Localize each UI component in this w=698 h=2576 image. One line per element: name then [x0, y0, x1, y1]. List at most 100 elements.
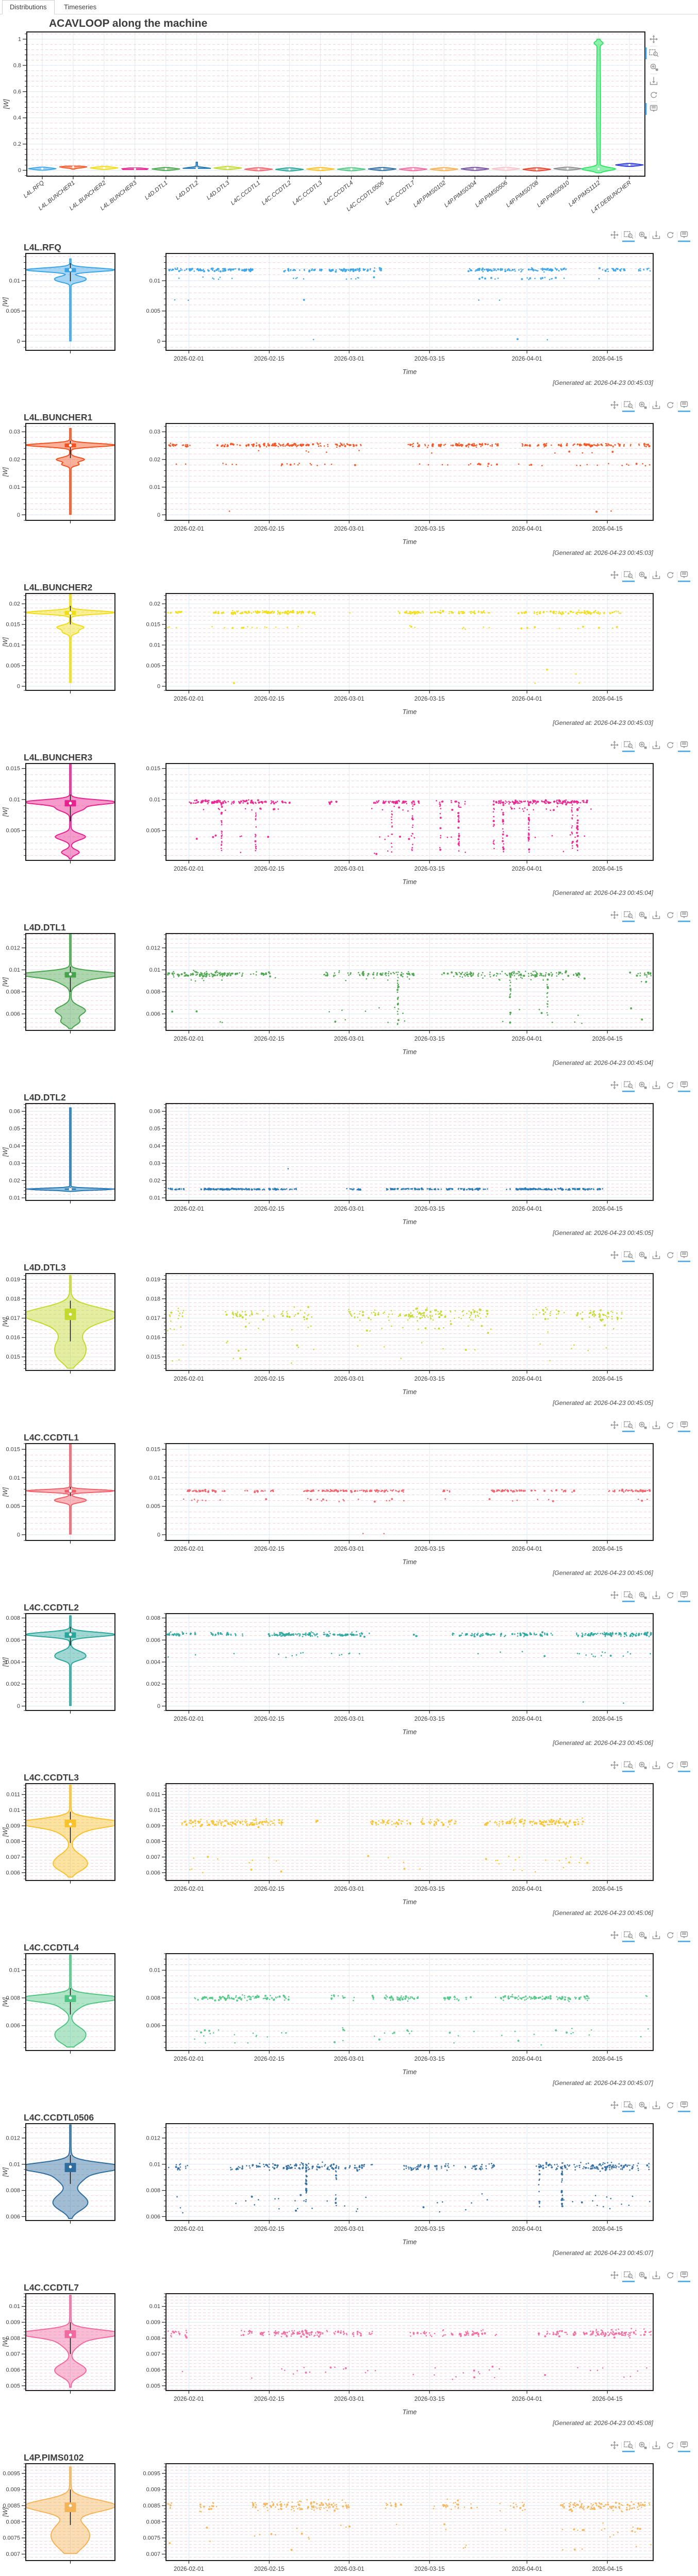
reset-icon[interactable] [667, 1762, 674, 1769]
save-icon[interactable] [652, 1931, 660, 1939]
save-icon[interactable] [652, 1591, 660, 1599]
pan-icon[interactable] [650, 35, 658, 43]
plot-frame[interactable] [165, 2463, 654, 2561]
save-icon[interactable] [652, 231, 660, 239]
plot-frame[interactable] [25, 593, 115, 691]
wheel-zoom-icon[interactable] [639, 571, 647, 579]
violin-shape[interactable] [26, 428, 115, 515]
box-zoom-icon[interactable] [624, 2101, 634, 2109]
plot-frame[interactable] [25, 1273, 115, 1371]
box-zoom-icon[interactable] [624, 741, 634, 749]
plot-frame[interactable] [165, 2123, 654, 2221]
reset-icon[interactable] [667, 2272, 674, 2279]
hover-icon[interactable] [680, 1591, 688, 1599]
plot-frame[interactable] [165, 253, 654, 351]
pan-icon[interactable] [610, 1761, 619, 1769]
save-icon[interactable] [652, 911, 660, 919]
save-icon[interactable] [652, 1761, 660, 1769]
reset-icon[interactable] [667, 1252, 674, 1259]
pan-icon[interactable] [610, 231, 619, 239]
pan-icon[interactable] [610, 571, 619, 579]
plot-frame[interactable] [165, 1103, 654, 1201]
save-icon[interactable] [650, 77, 658, 85]
plot-frame[interactable] [165, 593, 654, 691]
plot-frame[interactable] [25, 423, 115, 521]
box-zoom-icon[interactable] [624, 2271, 634, 2279]
plot-frame[interactable] [165, 423, 654, 521]
violin-shape[interactable] [26, 1615, 115, 1706]
reset-icon[interactable] [667, 402, 674, 409]
wheel-zoom-icon[interactable] [639, 741, 647, 749]
save-icon[interactable] [652, 2441, 660, 2449]
plot-frame[interactable] [25, 2463, 115, 2561]
wheel-zoom-icon[interactable] [639, 401, 647, 409]
reset-icon[interactable] [667, 912, 674, 919]
box-zoom-icon[interactable] [624, 2441, 634, 2449]
plot-frame[interactable] [165, 763, 654, 861]
reset-icon[interactable] [667, 2102, 674, 2109]
hover-icon[interactable] [680, 1931, 688, 1939]
box-zoom-icon[interactable] [624, 1081, 634, 1089]
pan-icon[interactable] [610, 1591, 619, 1599]
wheel-zoom-icon[interactable] [639, 1591, 647, 1599]
pan-icon[interactable] [610, 911, 619, 919]
plot-frame[interactable] [25, 1783, 115, 1881]
plot-frame[interactable] [25, 253, 115, 351]
reset-icon[interactable] [667, 2442, 674, 2449]
box-zoom-icon[interactable] [624, 1931, 634, 1939]
hover-icon[interactable] [680, 231, 688, 239]
reset-icon[interactable] [667, 742, 674, 749]
violin-shape[interactable] [26, 594, 115, 683]
wheel-zoom-icon[interactable] [639, 2102, 647, 2109]
violin-shape[interactable] [182, 161, 211, 169]
box-zoom-icon[interactable] [624, 1251, 634, 1259]
box-zoom-icon[interactable] [624, 231, 634, 239]
plot-frame[interactable] [25, 1443, 115, 1541]
hover-icon[interactable] [680, 911, 688, 919]
plot-frame[interactable] [165, 1443, 654, 1541]
pan-icon[interactable] [610, 2441, 619, 2449]
violin-shape[interactable] [580, 39, 617, 174]
plot-frame[interactable] [25, 1103, 115, 1201]
save-icon[interactable] [652, 1421, 660, 1429]
reset-icon[interactable] [651, 92, 657, 98]
hover-icon[interactable] [680, 2101, 688, 2109]
plot-frame[interactable] [165, 1783, 654, 1881]
save-icon[interactable] [652, 1251, 660, 1259]
plot-frame[interactable] [165, 1273, 654, 1371]
wheel-zoom-icon[interactable] [639, 1931, 647, 1939]
pan-icon[interactable] [610, 2101, 619, 2109]
violin-shape[interactable] [26, 1107, 115, 1192]
hover-icon[interactable] [650, 105, 658, 112]
hover-icon[interactable] [680, 2441, 688, 2449]
hover-icon[interactable] [680, 1251, 688, 1259]
pan-icon[interactable] [610, 1251, 619, 1259]
tab-distributions[interactable]: Distributions [2, 0, 55, 14]
pan-icon[interactable] [610, 401, 619, 409]
hover-icon[interactable] [680, 1761, 688, 1769]
reset-icon[interactable] [667, 1422, 674, 1429]
hover-icon[interactable] [680, 741, 688, 749]
pan-icon[interactable] [610, 2271, 619, 2279]
plot-frame[interactable] [165, 1613, 654, 1711]
pan-icon[interactable] [610, 1081, 619, 1089]
save-icon[interactable] [652, 2271, 660, 2279]
wheel-zoom-icon[interactable] [639, 1421, 647, 1429]
reset-icon[interactable] [667, 1932, 674, 1939]
plot-frame[interactable] [25, 933, 115, 1031]
reset-icon[interactable] [667, 572, 674, 579]
wheel-zoom-icon[interactable] [639, 2442, 647, 2449]
save-icon[interactable] [652, 741, 660, 749]
wheel-zoom-icon[interactable] [639, 231, 647, 239]
hover-icon[interactable] [680, 1421, 688, 1429]
pan-icon[interactable] [610, 1421, 619, 1429]
hover-icon[interactable] [680, 2271, 688, 2279]
plot-frame[interactable] [25, 1613, 115, 1711]
pan-icon[interactable] [610, 1931, 619, 1939]
wheel-zoom-icon[interactable] [639, 1761, 647, 1769]
box-zoom-icon[interactable] [624, 911, 634, 919]
plot-frame[interactable] [25, 763, 115, 861]
plot-frame[interactable] [25, 2293, 115, 2391]
plot-frame[interactable] [26, 31, 645, 177]
box-zoom-icon[interactable] [649, 49, 659, 57]
